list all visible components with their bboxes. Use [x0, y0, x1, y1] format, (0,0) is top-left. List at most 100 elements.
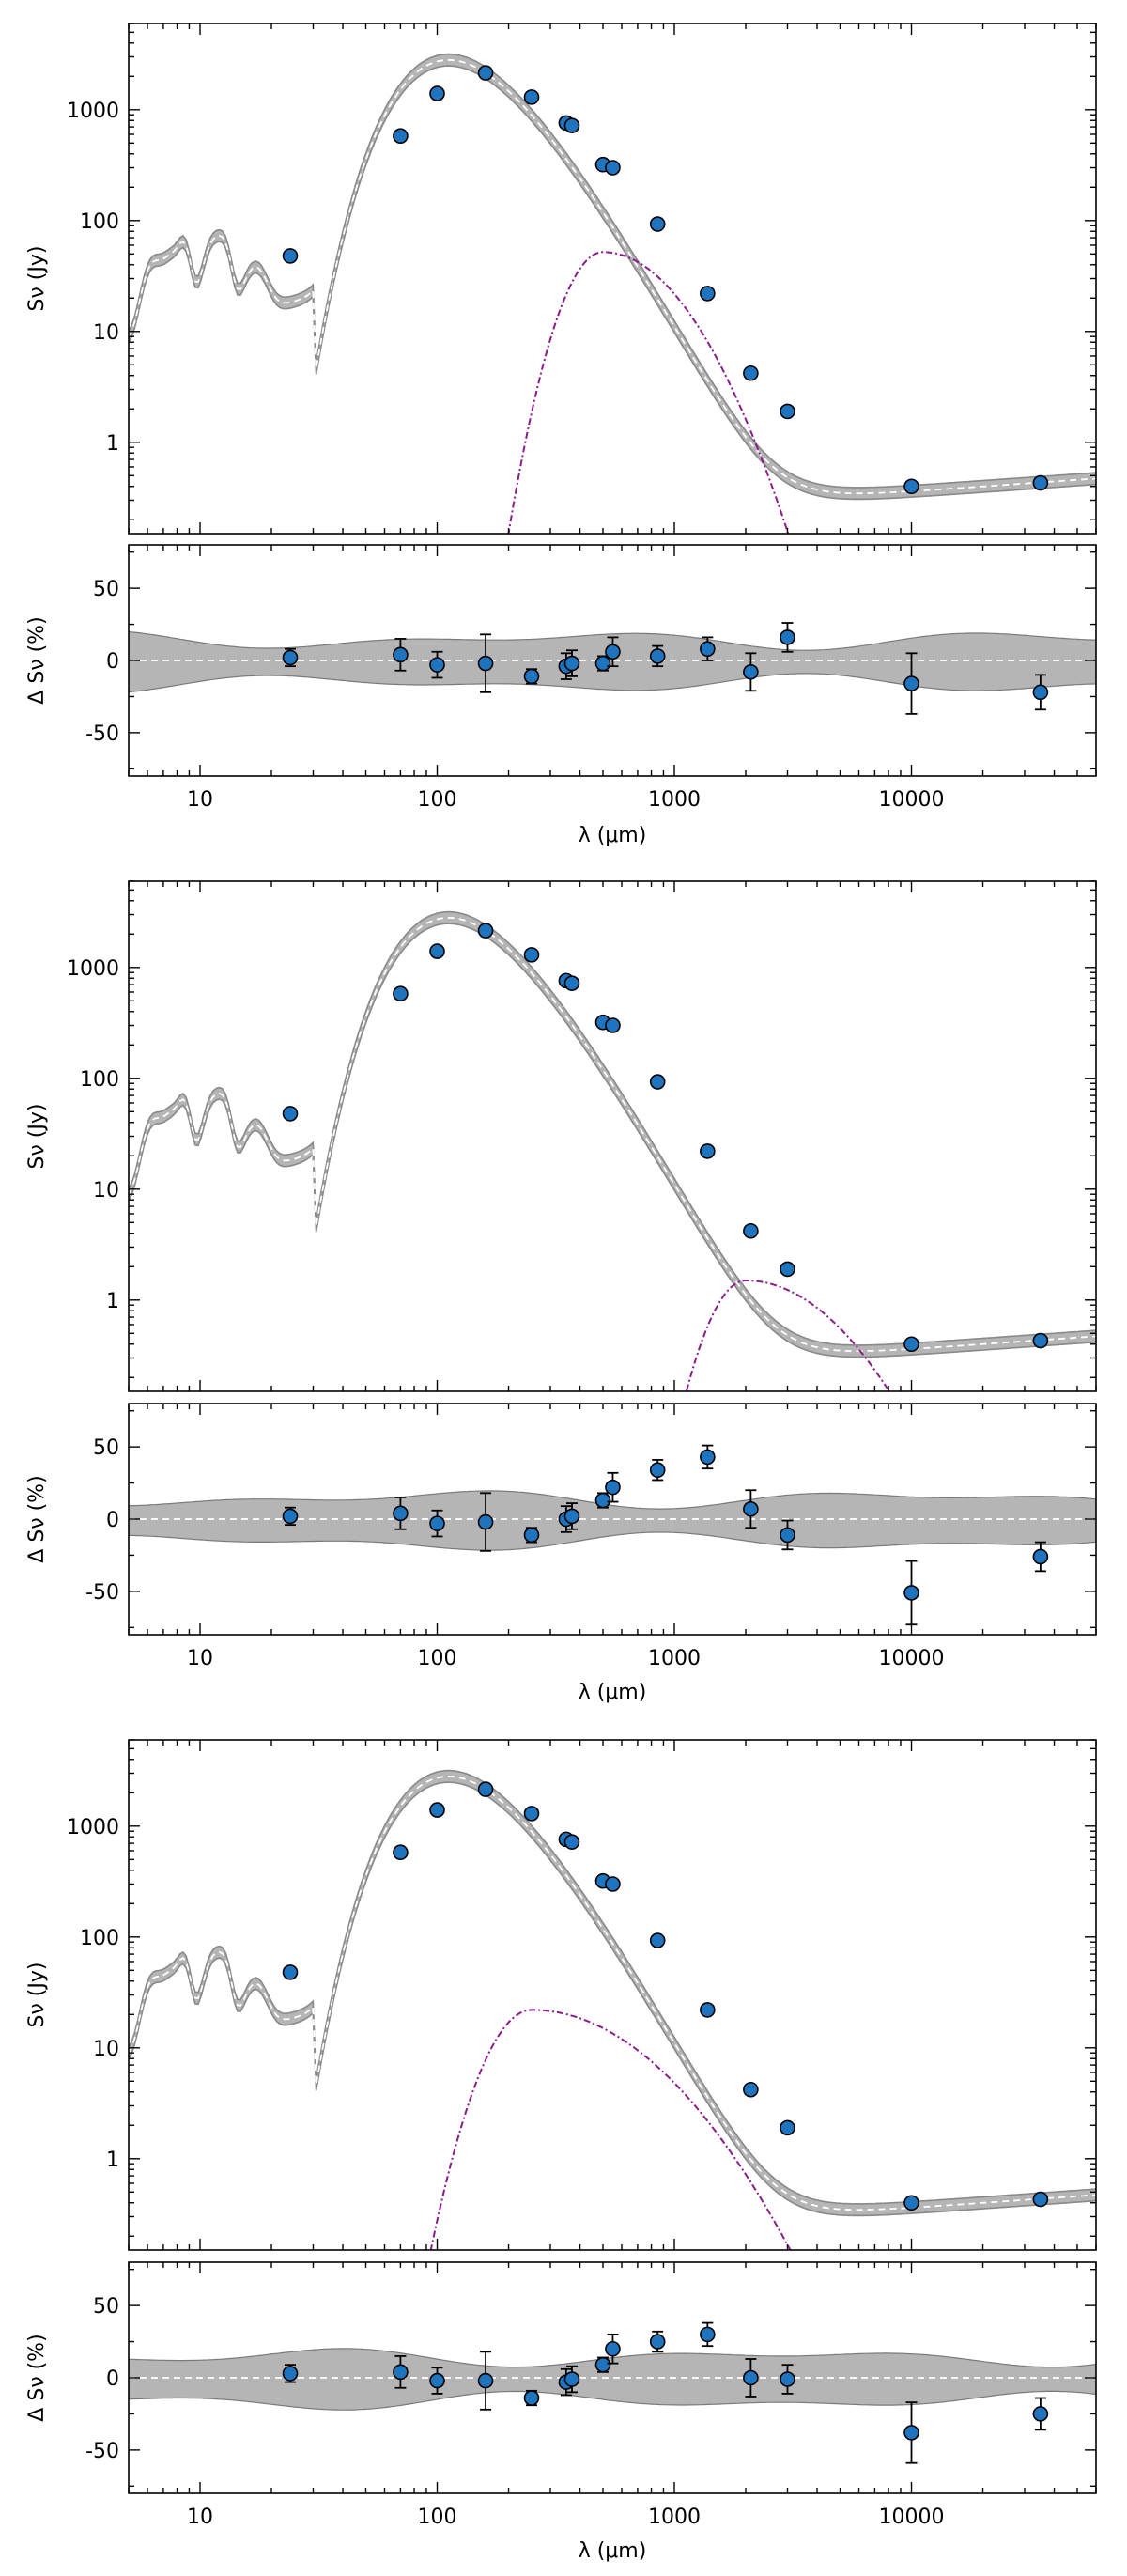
residual-point	[903, 675, 919, 691]
model-upper-envelope	[129, 910, 1096, 1346]
flux-point	[282, 248, 299, 264]
flux-plot-area	[129, 53, 1096, 534]
residual-y-axis-label: Δ Sν (%)	[25, 616, 49, 704]
residual-point	[780, 629, 795, 645]
residual-y-tick-label: 50	[93, 1436, 119, 1460]
residual-point	[649, 648, 666, 664]
x-tick-label: 100	[418, 2506, 457, 2529]
flux-y-tick-label: 1	[106, 2149, 119, 2172]
x-axis-label: λ (μm)	[579, 1681, 647, 1704]
flux-point	[429, 1802, 445, 1818]
residual-point	[903, 2425, 919, 2441]
residual-point	[393, 646, 409, 663]
residual-point	[700, 1449, 716, 1466]
residual-point	[523, 2390, 540, 2406]
flux-y-tick-label: 100	[80, 1927, 119, 1950]
residual-y-tick-label: -50	[85, 2440, 119, 2463]
flux-point	[649, 1932, 666, 1948]
best-fit-line	[129, 1775, 1096, 2211]
residual-point	[282, 2366, 299, 2382]
residual-y-tick-label: -50	[85, 1581, 119, 1605]
residual-point	[700, 2326, 716, 2343]
residual-plot-area	[129, 2321, 1096, 2464]
residual-y-tick-label: 50	[93, 578, 119, 601]
component-curve	[429, 2009, 792, 2250]
flux-y-tick-label: 1	[106, 432, 119, 456]
residual-point	[282, 1508, 299, 1525]
flux-point	[393, 985, 409, 1002]
residual-point	[605, 644, 621, 660]
x-axis-label: λ (μm)	[579, 824, 647, 847]
flux-point	[282, 1964, 299, 1980]
flux-y-tick-label: 10	[93, 321, 119, 345]
residual-uncertainty-band	[129, 1490, 1096, 1551]
flux-y-tick-label: 10	[93, 1179, 119, 1203]
flux-point	[605, 160, 621, 176]
flux-axes-frame	[128, 1739, 1097, 2251]
component-curve	[507, 251, 790, 534]
model-uncertainty-band	[129, 910, 1096, 1358]
residual-y-axis-label: Δ Sν (%)	[25, 2334, 49, 2421]
residual-point	[477, 655, 494, 672]
residual-point	[700, 641, 716, 658]
residual-point	[743, 663, 759, 680]
flux-point	[477, 923, 494, 939]
flux-plot-area	[129, 1769, 1096, 2250]
flux-point	[429, 943, 445, 959]
panel-bottom: 1 10 100 1000 Sν (Jy) -50 0 50 10 100 1000 10000 Δ S…	[25, 1739, 1097, 2563]
x-tick-label: 100	[418, 1647, 457, 1670]
model-uncertainty-band	[129, 53, 1096, 500]
flux-point	[903, 478, 919, 495]
residual-y-tick-label: 50	[93, 2295, 119, 2319]
x-tick-label: 10000	[879, 1647, 945, 1670]
x-tick-label: 100	[418, 788, 457, 812]
residual-point	[743, 2369, 759, 2386]
panel-top: 1 10 100 1000 Sν (Jy) -50 0 50 10 100 1000 10000 Δ S…	[25, 23, 1097, 847]
residual-y-tick-label: 0	[106, 1509, 119, 1532]
residual-point	[1032, 2406, 1049, 2422]
residual-point	[564, 1508, 580, 1525]
flux-axes-frame	[128, 880, 1097, 1392]
flux-y-axis-label: Sν (Jy)	[25, 1963, 49, 2028]
residual-point	[477, 2372, 494, 2389]
flux-plot-area	[129, 910, 1096, 1391]
flux-point	[477, 1781, 494, 1797]
residual-point	[1032, 1548, 1049, 1565]
residual-point	[594, 1492, 611, 1509]
residual-y-tick-label: 0	[106, 2367, 119, 2391]
residual-point	[477, 1513, 494, 1530]
best-fit-line	[129, 58, 1096, 495]
residual-point	[429, 1515, 445, 1531]
panel-middle: 1 10 100 1000 Sν (Jy) -50 0 50 10 100 1000 10000 Δ S…	[25, 880, 1097, 1704]
flux-point	[743, 365, 759, 381]
flux-y-tick-label: 1000	[67, 957, 119, 981]
residual-point	[564, 655, 580, 672]
flux-point	[393, 128, 409, 145]
flux-y-tick-label: 100	[80, 210, 119, 234]
flux-point	[780, 1261, 795, 1278]
best-fit-line	[129, 916, 1096, 1353]
residual-point	[780, 2371, 795, 2387]
residual-plot-area	[129, 1444, 1096, 1626]
x-tick-label: 1000	[648, 2506, 701, 2529]
residual-point	[649, 2334, 666, 2350]
flux-point	[743, 1222, 759, 1239]
x-tick-label: 10	[187, 788, 213, 812]
flux-point	[700, 286, 716, 302]
model-lower-envelope	[129, 923, 1096, 1358]
residual-point	[605, 1479, 621, 1496]
flux-point	[743, 2081, 759, 2098]
flux-axes-frame	[128, 23, 1097, 535]
flux-point	[564, 975, 580, 991]
flux-point	[780, 2119, 795, 2136]
residual-y-tick-label: -50	[85, 722, 119, 746]
residual-point	[594, 2356, 611, 2373]
flux-point	[523, 89, 540, 105]
residual-point	[903, 1585, 919, 1601]
flux-point	[523, 1806, 540, 1822]
flux-point	[605, 1017, 621, 1033]
x-tick-label: 10	[187, 2506, 213, 2529]
model-lower-envelope	[129, 65, 1096, 501]
flux-y-axis-label: Sν (Jy)	[25, 246, 49, 312]
